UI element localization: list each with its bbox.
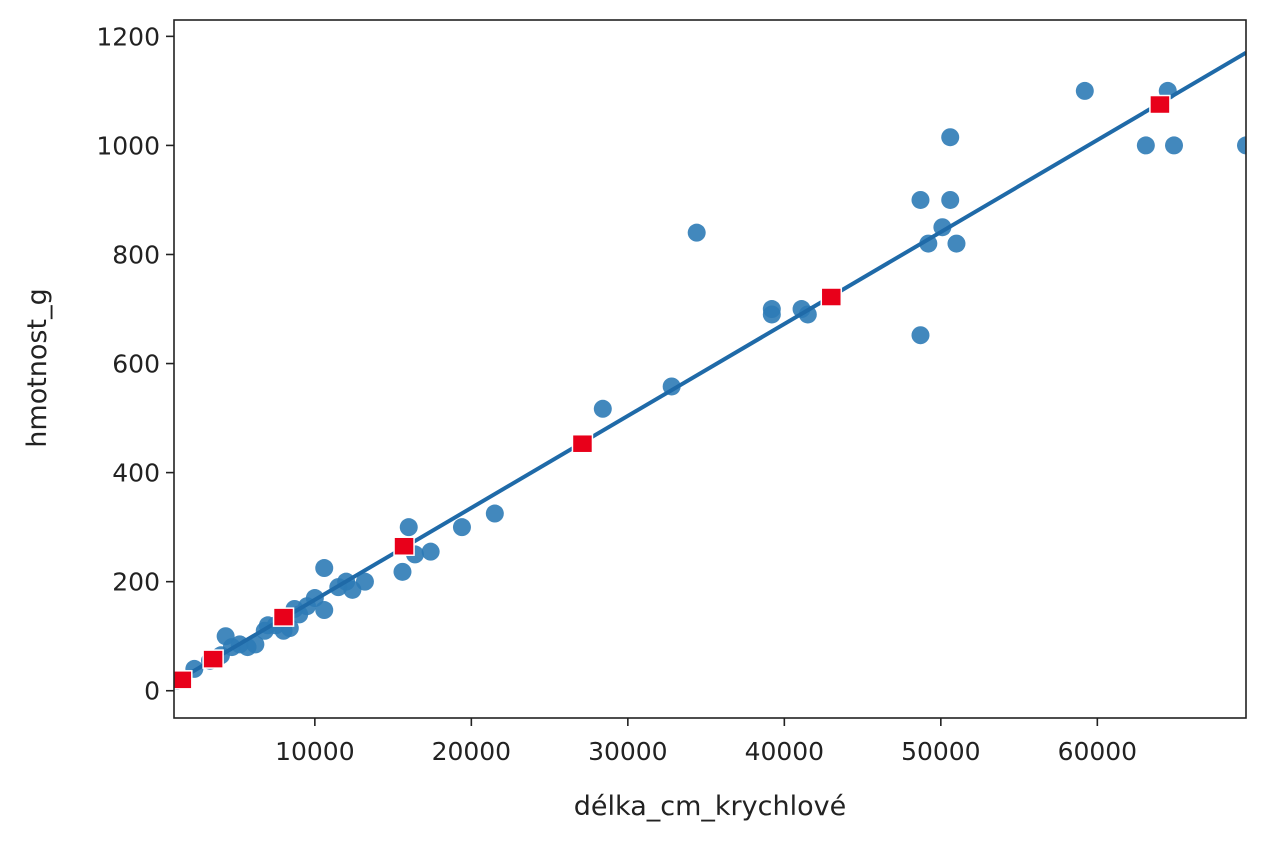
plot-area [174,50,1246,690]
y-tick-label: 1200 [96,22,160,51]
predicted-point [571,433,594,454]
y-tick-label: 0 [144,677,160,706]
predicted-point [1149,94,1171,115]
predicted-point [820,287,843,307]
data-point [246,635,265,654]
predicted-point [393,536,415,556]
data-point [315,601,334,620]
data-point [911,190,930,209]
x-tick-label: 10000 [275,737,355,766]
x-tick-label: 30000 [588,737,668,766]
data-point [1075,81,1094,100]
predicted-point [202,649,224,669]
predicted-point [272,607,295,627]
data-point [1165,136,1184,155]
data-point [1237,136,1246,155]
data-point [399,518,418,537]
y-tick-label: 800 [112,240,160,269]
data-point [947,234,966,253]
x-axis-label: délka_cm_krychlové [574,791,846,822]
data-point [941,128,960,147]
data-point [355,572,374,591]
data-point [1136,136,1155,155]
data-point [919,234,938,253]
axes: 10000 20000 30000 40000 50000 60000 0 200 400 600… [96,19,1247,766]
data-point [452,518,471,537]
y-axis-label: hmotnost_g [22,288,53,447]
data-point [762,300,781,319]
plot-content [174,50,1246,690]
predicted-point [174,670,193,690]
data-point [485,504,504,523]
data-point [687,223,706,242]
regression-line [174,50,1246,685]
data-point [393,562,412,581]
data-point [798,305,817,324]
y-tick-label: 1000 [96,131,160,160]
data-point [911,326,930,345]
y-tick-label: 400 [112,459,160,488]
x-tick-label: 40000 [745,737,825,766]
data-point [421,542,440,561]
plot-frame [173,19,1247,719]
data-point [315,559,334,578]
y-tick-label: 200 [112,568,160,597]
y-tick-label: 600 [112,350,160,379]
x-tick-label: 20000 [432,737,512,766]
data-point [941,190,960,209]
x-tick-label: 60000 [1058,737,1138,766]
x-tick-label: 50000 [901,737,981,766]
data-point [593,399,612,418]
